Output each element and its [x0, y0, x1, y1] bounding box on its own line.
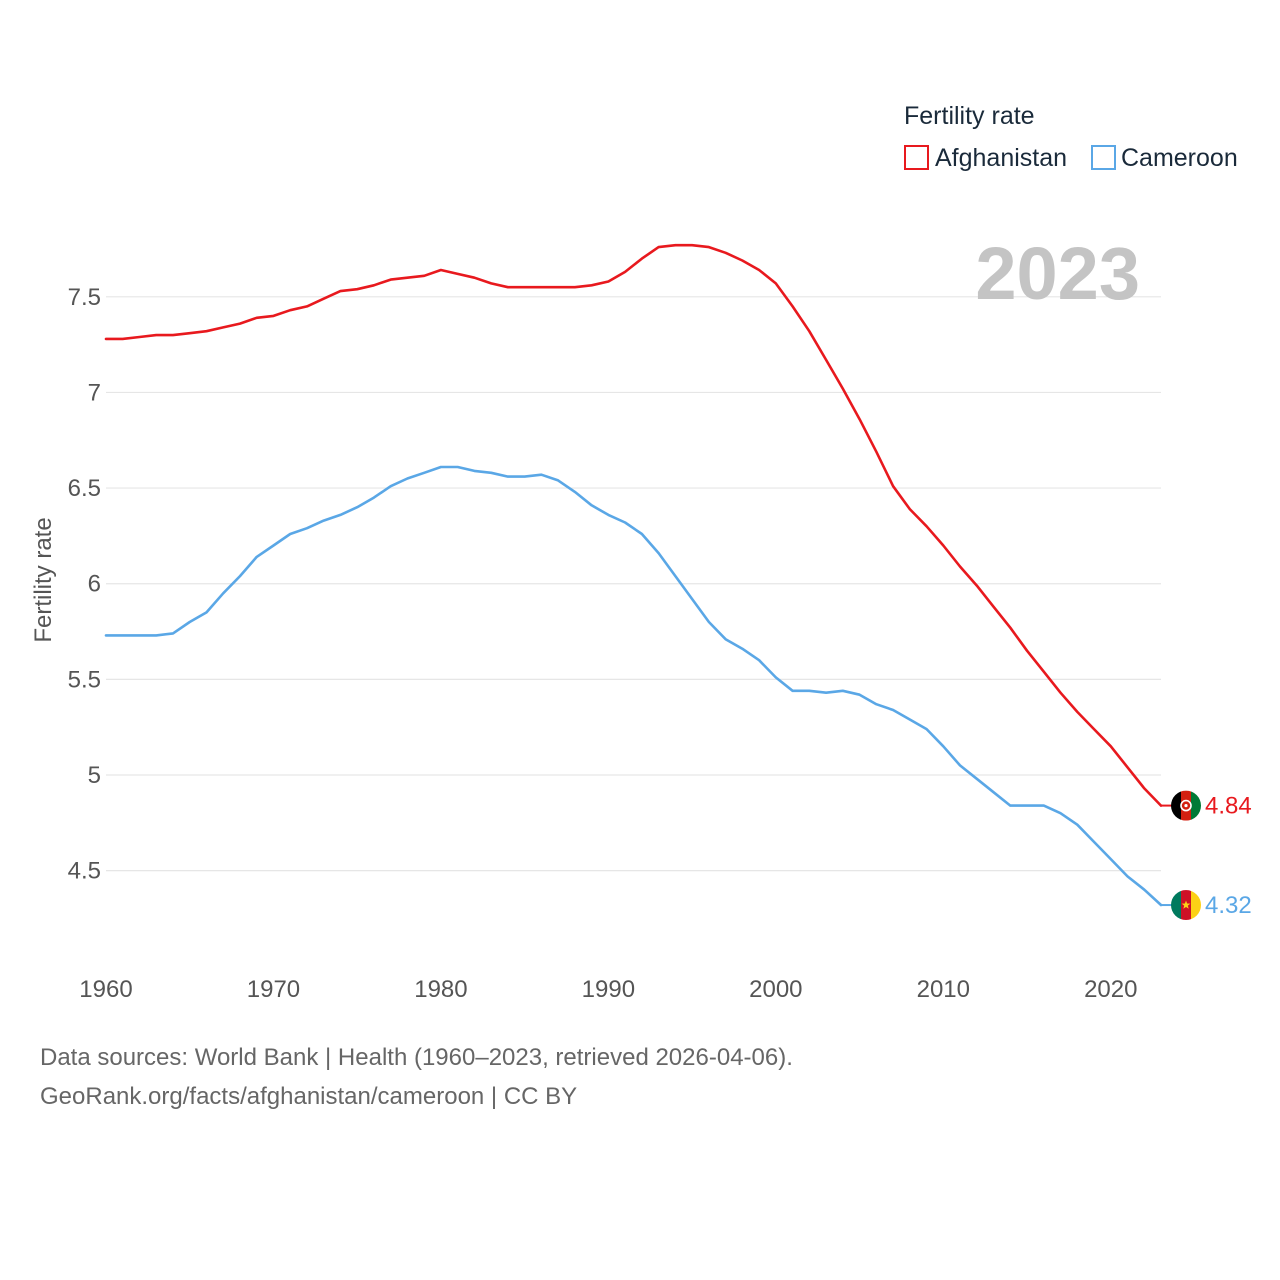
x-tick-label: 2020: [1084, 976, 1137, 1003]
y-tick-label: 7: [88, 379, 101, 406]
series-lines: [104, 243, 1163, 907]
y-tick-label: 5.5: [68, 666, 101, 693]
year-watermark: 2023: [975, 232, 1140, 315]
source-url-note: GeoRank.org/facts/afghanistan/cameroon |…: [40, 1083, 578, 1110]
y-tick-label: 6.5: [68, 475, 101, 502]
x-tick-label: 1970: [247, 976, 300, 1003]
y-tick-label: 6: [88, 571, 101, 598]
x-tick-label: 2000: [749, 976, 802, 1003]
legend-item-afghanistan[interactable]: Afghanistan: [904, 144, 1067, 172]
cameroon-flag-icon: [1171, 890, 1201, 921]
x-tick-label: 2010: [917, 976, 970, 1003]
series-line-afghanistan[interactable]: [104, 243, 1163, 807]
x-tick-label: 1980: [414, 976, 467, 1003]
x-tick-label: 1990: [582, 976, 635, 1003]
legend-title: Fertility rate: [904, 102, 1035, 130]
y-axis-title: Fertility rate: [30, 517, 57, 642]
x-axis-ticks: 1960 1970 1980 1990 2000 2010 2020: [79, 976, 1137, 1003]
x-tick-label: 1960: [79, 976, 132, 1003]
legend-label-cameroon: Cameroon: [1121, 144, 1238, 172]
end-value-afghanistan: 4.84: [1205, 793, 1252, 820]
legend-label-afghanistan: Afghanistan: [935, 144, 1067, 172]
series-line-cameroon[interactable]: [104, 465, 1163, 907]
legend: Fertility rate Afghanistan Cameroon: [904, 102, 1238, 172]
afghanistan-flag-icon: [1171, 790, 1201, 821]
end-value-cameroon: 4.32: [1205, 892, 1252, 919]
y-tick-label: 7.5: [68, 284, 101, 311]
y-axis-ticks: 4.5 5 5.5 6 6.5 7 7.5: [68, 284, 101, 885]
legend-swatch-cameroon: [1091, 145, 1116, 170]
data-sources-note: Data sources: World Bank | Health (1960–…: [40, 1044, 793, 1071]
legend-swatch-afghanistan: [904, 145, 929, 170]
end-markers: 4.84 4.32: [1161, 790, 1252, 921]
y-tick-label: 4.5: [68, 858, 101, 885]
legend-item-cameroon[interactable]: Cameroon: [1091, 144, 1238, 172]
y-tick-label: 5: [88, 762, 101, 789]
grid-lines: [106, 296, 1161, 872]
